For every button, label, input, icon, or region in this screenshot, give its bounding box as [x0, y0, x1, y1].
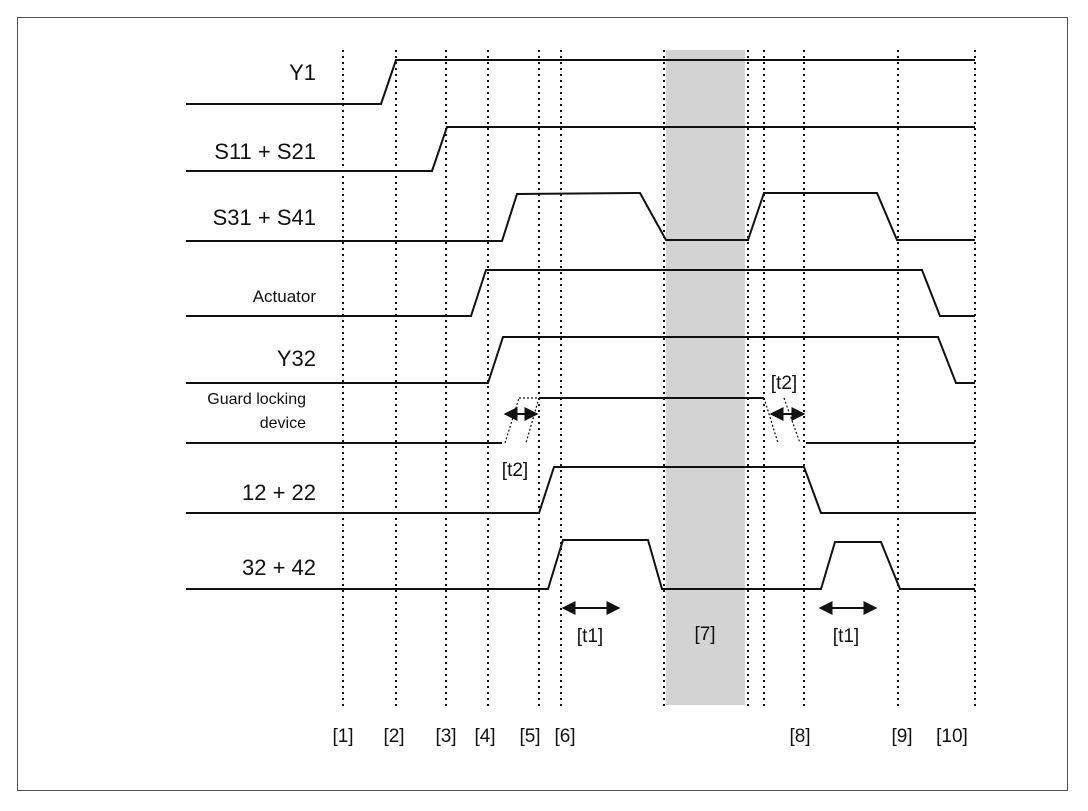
label-t2-right: [t2] — [771, 373, 797, 394]
guard-transition-zones — [504, 397, 801, 444]
s11-s21-waveform — [186, 126, 975, 172]
label-guard-locking-device: device — [260, 415, 306, 432]
label-t2-left: [t2] — [502, 460, 528, 481]
marker-5: [5] — [519, 726, 540, 747]
marker-9: [9] — [891, 726, 912, 747]
marker-4: [4] — [474, 726, 495, 747]
label-32-42: 32 + 42 — [242, 555, 316, 580]
marker-10: [10] — [936, 726, 968, 747]
label-period-7: [7] — [694, 624, 715, 645]
label-guard-locking: Guard locking — [207, 391, 306, 408]
label-y1: Y1 — [289, 60, 316, 85]
marker-2: [2] — [383, 726, 404, 747]
label-s11-s21: S11 + S21 — [214, 139, 316, 164]
marker-1: [1] — [332, 726, 353, 747]
outputs-12-22-waveform — [186, 466, 975, 514]
label-t1-right: [t1] — [833, 626, 859, 647]
label-actuator: Actuator — [253, 287, 317, 306]
label-s31-s41: S31 + S41 — [213, 205, 316, 230]
y32-waveform — [186, 336, 975, 384]
label-y32: Y32 — [277, 346, 316, 371]
time-gridlines — [342, 50, 976, 708]
outputs-32-42-waveform — [186, 539, 975, 590]
y1-waveform — [186, 59, 975, 105]
marker-8: [8] — [789, 726, 810, 747]
label-t1-left: [t1] — [577, 626, 603, 647]
diagram-frame — [17, 17, 1068, 791]
s31-s41-waveform — [186, 191, 975, 242]
marker-6: [6] — [554, 726, 575, 747]
marker-3: [3] — [435, 726, 456, 747]
label-12-22: 12 + 22 — [242, 480, 316, 505]
period-7-band — [666, 50, 745, 705]
actuator-waveform — [186, 269, 975, 317]
